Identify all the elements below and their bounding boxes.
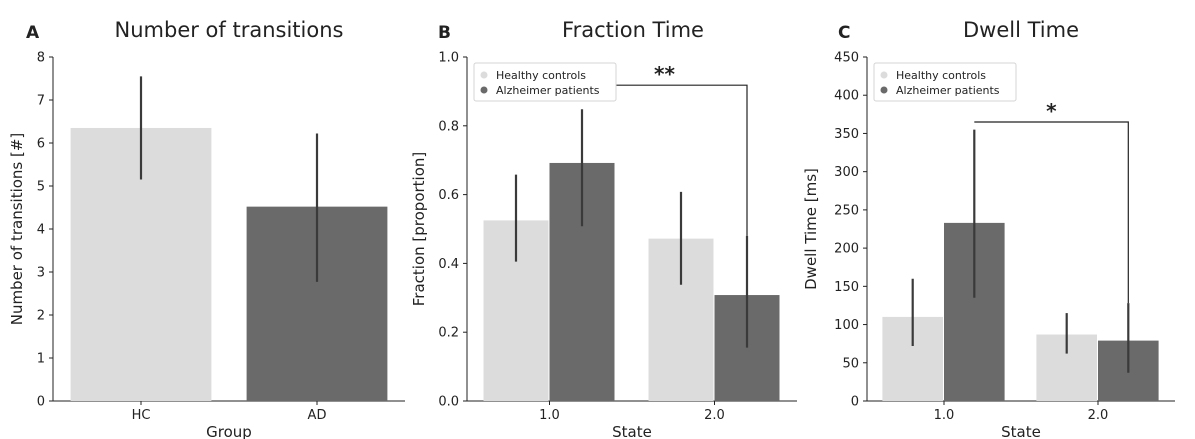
y-tick-label: 0.0 xyxy=(438,395,459,410)
legend-marker xyxy=(880,71,888,79)
significance-marker: ** xyxy=(654,62,675,86)
legend-box xyxy=(873,62,1017,102)
x-axis-label: State xyxy=(612,423,652,439)
y-tick-label: 1.0 xyxy=(438,51,459,66)
y-tick-label: 350 xyxy=(834,127,859,142)
y-tick-label: 6 xyxy=(37,137,45,152)
chart-title: Number of transitions xyxy=(115,18,344,42)
x-tick-label: 2.0 xyxy=(704,408,725,423)
y-tick-label: 8 xyxy=(37,51,45,66)
x-axis-label: State xyxy=(1001,423,1041,439)
legend-marker xyxy=(480,71,488,79)
y-tick-label: 1 xyxy=(37,352,45,367)
panel-letter: B xyxy=(438,23,451,43)
y-tick-label: 200 xyxy=(834,242,859,257)
y-tick-label: 0.8 xyxy=(438,119,459,134)
y-tick-label: 300 xyxy=(834,165,859,180)
y-tick-label: 0.2 xyxy=(438,326,459,341)
y-tick-label: 0.4 xyxy=(438,257,459,272)
x-axis-label: Group xyxy=(206,423,252,439)
x-tick-label: 1.0 xyxy=(539,408,560,423)
y-tick-label: 0 xyxy=(851,395,859,410)
legend-marker xyxy=(480,86,488,94)
y-tick-label: 250 xyxy=(834,203,859,218)
panel-a: A Number of transitions 0 1 2 3 4 5 6 7 8 HC AD Group… xyxy=(8,18,405,439)
x-tick-label: AD xyxy=(308,408,327,423)
legend-label: Alzheimer patients xyxy=(496,84,600,97)
y-tick-label: 450 xyxy=(834,51,859,66)
y-tick-label: 3 xyxy=(37,266,45,281)
x-tick-label: 2.0 xyxy=(1088,408,1109,423)
panel-c: C Dwell Time 0 50 100 150 200 250 300 350 400 450 1.… xyxy=(802,18,1175,439)
significance-marker: * xyxy=(1046,99,1057,123)
panel-b: B Fraction Time 0.0 0.2 0.4 0.6 0.8 1.0 1.0 2.0 St… xyxy=(410,18,797,439)
y-tick-label: 7 xyxy=(37,94,45,109)
y-axis-label: Dwell Time [ms] xyxy=(802,168,820,290)
legend-marker xyxy=(880,86,888,94)
significance-bracket xyxy=(974,121,1129,304)
y-tick-label: 100 xyxy=(834,318,859,333)
panel-letter: A xyxy=(26,23,40,43)
y-axis-label: Fraction [proportion] xyxy=(410,152,428,306)
y-tick-label: 5 xyxy=(37,180,45,195)
y-tick-label: 2 xyxy=(37,309,45,324)
y-tick-label: 400 xyxy=(834,89,859,104)
x-tick-label: HC xyxy=(132,408,151,423)
significance-bracket xyxy=(582,84,748,236)
y-axis-label: Number of transitions [#] xyxy=(8,133,26,326)
legend-label: Alzheimer patients xyxy=(896,84,1000,97)
y-tick-label: 150 xyxy=(834,280,859,295)
panel-letter: C xyxy=(838,23,850,43)
y-tick-label: 50 xyxy=(842,356,859,371)
chart-title: Fraction Time xyxy=(562,18,704,42)
y-tick-label: 0 xyxy=(37,395,45,410)
x-tick-label: 1.0 xyxy=(934,408,955,423)
chart-title: Dwell Time xyxy=(963,18,1079,42)
legend-label: Healthy controls xyxy=(896,69,986,82)
legend-label: Healthy controls xyxy=(496,69,586,82)
y-tick-label: 0.6 xyxy=(438,188,459,203)
legend-box xyxy=(473,62,617,102)
y-tick-label: 4 xyxy=(37,223,45,238)
